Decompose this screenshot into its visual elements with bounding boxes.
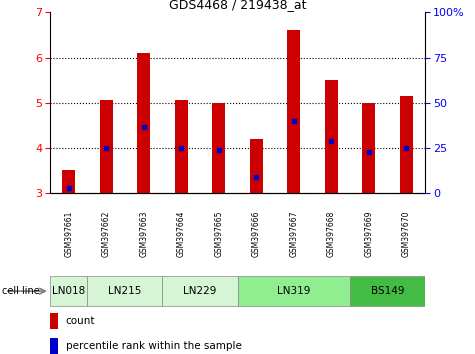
Text: GSM397670: GSM397670 [402, 210, 411, 257]
Bar [362, 103, 375, 193]
Text: LN319: LN319 [277, 286, 311, 296]
Text: GSM397661: GSM397661 [64, 210, 73, 257]
Text: GSM397665: GSM397665 [214, 210, 223, 257]
Bar [50, 276, 87, 306]
Text: GSM397666: GSM397666 [252, 210, 261, 257]
Text: cell line: cell line [2, 286, 40, 296]
Text: GSM397662: GSM397662 [102, 210, 111, 257]
Bar [400, 96, 413, 193]
Bar [238, 276, 350, 306]
Bar [175, 101, 188, 193]
Bar [137, 53, 150, 193]
Bar [87, 276, 162, 306]
Text: LN215: LN215 [108, 286, 142, 296]
Text: GSM397669: GSM397669 [364, 210, 373, 257]
Bar [50, 313, 58, 329]
Text: percentile rank within the sample: percentile rank within the sample [66, 341, 241, 351]
Text: GSM397668: GSM397668 [327, 210, 336, 257]
Bar [325, 80, 338, 193]
Text: LN018: LN018 [52, 286, 86, 296]
Bar [287, 30, 300, 193]
Bar [62, 170, 75, 193]
Bar [50, 338, 58, 354]
Bar [162, 276, 238, 306]
Text: LN229: LN229 [183, 286, 217, 296]
Text: GSM397663: GSM397663 [139, 210, 148, 257]
Text: BS149: BS149 [371, 286, 404, 296]
Text: count: count [66, 316, 95, 326]
Bar [100, 101, 113, 193]
Title: GDS4468 / 219438_at: GDS4468 / 219438_at [169, 0, 306, 11]
Bar [212, 103, 225, 193]
Text: GSM397667: GSM397667 [289, 210, 298, 257]
Bar [250, 139, 263, 193]
Text: GSM397664: GSM397664 [177, 210, 186, 257]
Bar [350, 276, 425, 306]
